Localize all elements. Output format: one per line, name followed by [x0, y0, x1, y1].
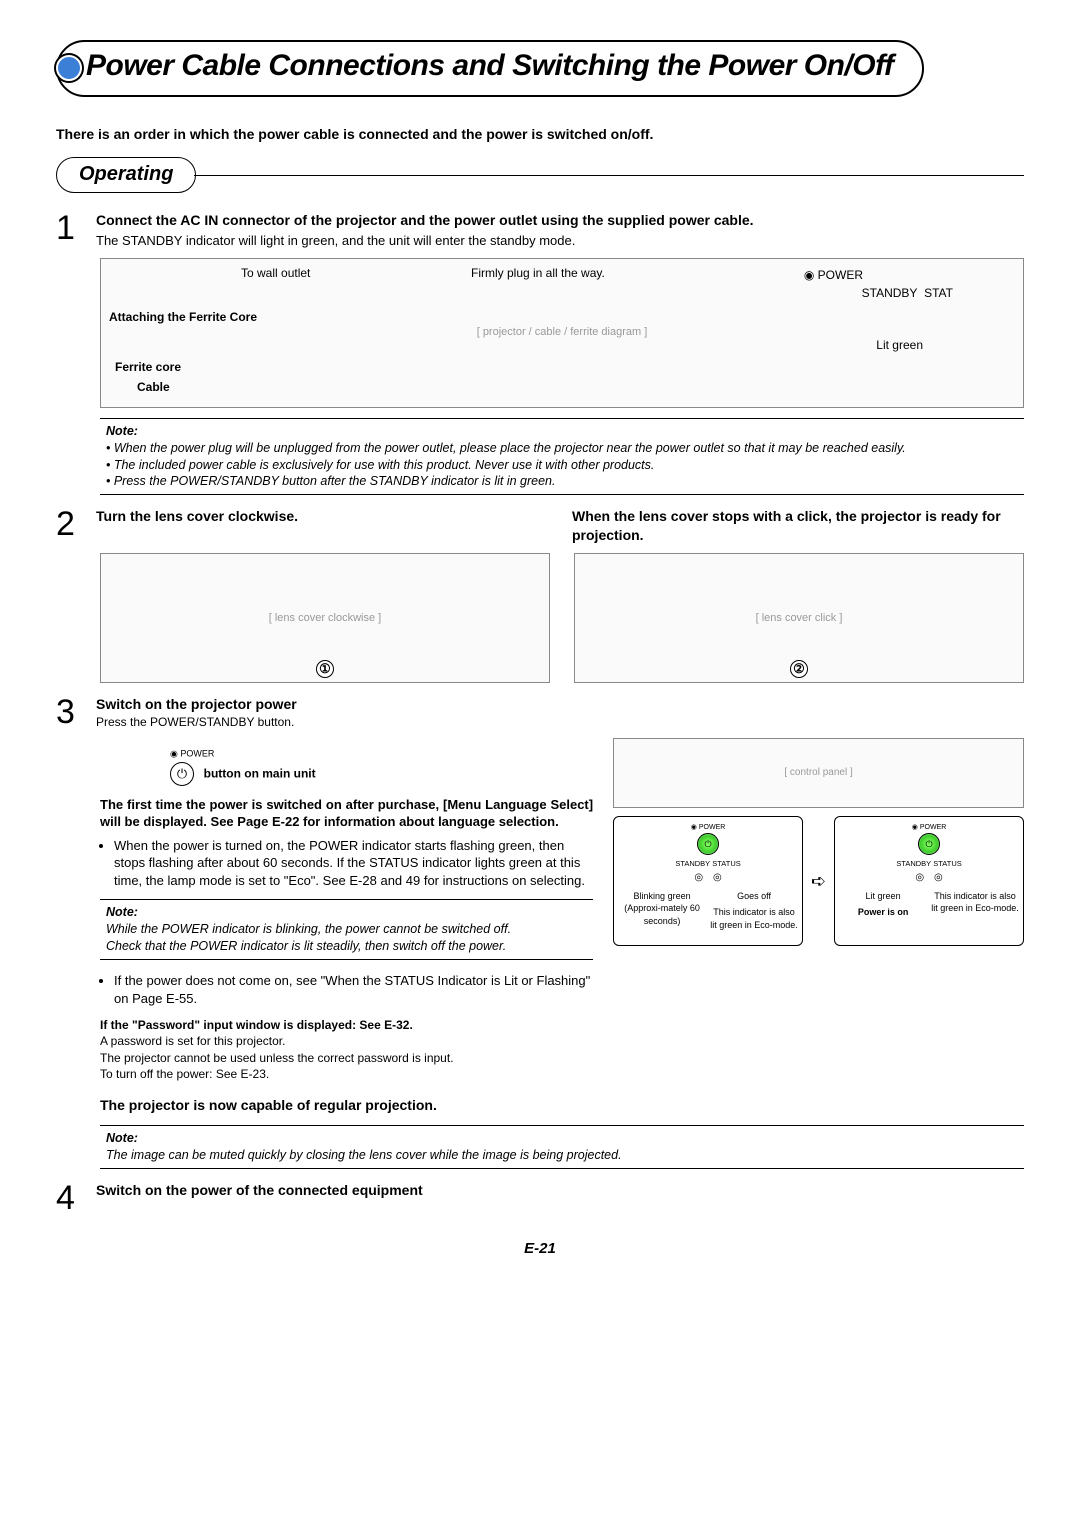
- title-box: Power Cable Connections and Switching th…: [56, 40, 924, 97]
- password-line1: A password is set for this projector.: [100, 1033, 593, 1049]
- step-2-diagram-2: [ lens cover click ] ②: [574, 553, 1024, 683]
- label-firmly: Firmly plug in all the way.: [471, 265, 605, 281]
- ind1-col2: Goes off: [710, 890, 798, 902]
- button-on-main-unit: button on main unit: [204, 766, 316, 780]
- step-1-number: 1: [56, 211, 80, 245]
- step-1-title: Connect the AC IN connector of the proje…: [96, 211, 1024, 230]
- step-3-bullet2: If the power does not come on, see "When…: [114, 972, 593, 1007]
- label-ferrite-core: Ferrite core: [115, 359, 181, 375]
- step-3-para1: The first time the power is switched on …: [100, 796, 593, 831]
- arrow-icon: ➪: [809, 869, 828, 893]
- step-4-title: Switch on the power of the connected equ…: [96, 1181, 1024, 1200]
- projector-ready: The projector is now capable of regular …: [100, 1096, 593, 1115]
- note-mute-text: The image can be muted quickly by closin…: [106, 1147, 1018, 1164]
- step-4: 4 Switch on the power of the connected e…: [56, 1181, 1024, 1215]
- section-heading: Operating: [56, 157, 1024, 193]
- note-1: Note: • When the power plug will be unpl…: [100, 418, 1024, 496]
- step-1: 1 Connect the AC IN connector of the pro…: [56, 211, 1024, 249]
- label-wall-outlet: To wall outlet: [241, 265, 310, 281]
- note-1-b1: • When the power plug will be unplugged …: [106, 440, 1018, 457]
- label-lit-green: Lit green: [876, 337, 923, 353]
- label-power: ◉ POWER: [804, 267, 863, 283]
- green-led-icon-2: ⏻: [918, 833, 940, 855]
- step-2-number: 2: [56, 507, 80, 541]
- circle-1-icon: ①: [316, 660, 334, 678]
- note-1-b2: • The included power cable is exclusivel…: [106, 457, 1018, 474]
- step-2-right-title: When the lens cover stops with a click, …: [572, 507, 1024, 545]
- control-panel-diagram: [ control panel ]: [613, 738, 1024, 808]
- step-3-bullet1: When the power is turned on, the POWER i…: [114, 837, 593, 890]
- step-3-press: Press the POWER/STANDBY button.: [96, 714, 1024, 730]
- intro-text: There is an order in which the power cab…: [56, 125, 1024, 144]
- note-blink-title: Note:: [106, 904, 587, 921]
- password-line3: To turn off the power: See E-23.: [100, 1066, 593, 1082]
- note-1-b3: • Press the POWER/STANDBY button after t…: [106, 473, 1018, 490]
- green-led-icon: ⏻: [697, 833, 719, 855]
- ind2-col2: This indicator is also lit green in Eco-…: [931, 890, 1019, 918]
- power-button-icon: ⏻: [170, 762, 194, 786]
- ind2-col1: Lit green: [839, 890, 927, 902]
- indicator-row: ◉ POWER ⏻ STANDBY STATUS ◎◎ Blinking gre…: [613, 816, 1024, 946]
- page-title-container: Power Cable Connections and Switching th…: [56, 40, 1024, 97]
- label-cable: Cable: [137, 379, 170, 395]
- ind1-col1: Blinking green (Approxi-mately 60 second…: [618, 890, 706, 930]
- step-2-diagrams: [ lens cover clockwise ] ① [ lens cover …: [100, 553, 1024, 683]
- step-2-diagram-1: [ lens cover clockwise ] ①: [100, 553, 550, 683]
- step-2: 2 Turn the lens cover clockwise. When th…: [56, 507, 1024, 545]
- label-attach-ferrite: Attaching the Ferrite Core: [109, 309, 257, 325]
- step-4-number: 4: [56, 1181, 80, 1215]
- power-button-row: ◉ POWER ⏻ button on main unit: [170, 744, 593, 786]
- label-standby-stat: STANDBY STAT: [862, 285, 953, 301]
- step-1-subtitle: The STANDBY indicator will light in gree…: [96, 232, 1024, 250]
- circle-2-icon: ②: [790, 660, 808, 678]
- note-mute: Note: The image can be muted quickly by …: [100, 1125, 1024, 1169]
- power-tiny-label: ◉ POWER: [170, 749, 214, 759]
- step-1-diagram: [ projector / cable / ferrite diagram ] …: [100, 258, 1024, 408]
- note-blink-text: While the POWER indicator is blinking, t…: [106, 921, 587, 955]
- step-3-number: 3: [56, 695, 80, 729]
- password-line2: The projector cannot be used unless the …: [100, 1050, 593, 1066]
- password-title: If the "Password" input window is displa…: [100, 1017, 593, 1033]
- note-mute-title: Note:: [106, 1130, 1018, 1147]
- note-1-title: Note:: [106, 423, 1018, 440]
- section-rule: [194, 175, 1024, 176]
- page-number: E-21: [56, 1239, 1024, 1259]
- ind1-col3: This indicator is also lit green in Eco-…: [710, 906, 798, 930]
- page-title: Power Cable Connections and Switching th…: [86, 49, 894, 82]
- section-label: Operating: [56, 157, 196, 193]
- step-3: 3 Switch on the projector power Press th…: [56, 695, 1024, 730]
- indicator-state-1: ◉ POWER ⏻ STANDBY STATUS ◎◎ Blinking gre…: [613, 816, 803, 946]
- note-power-blinking: Note: While the POWER indicator is blink…: [100, 899, 593, 960]
- step-3-title: Switch on the projector power: [96, 695, 1024, 714]
- step-2-left-title: Turn the lens cover clockwise.: [96, 507, 548, 526]
- indicator-state-2: ◉ POWER ⏻ STANDBY STATUS ◎◎ Lit green Po…: [834, 816, 1024, 946]
- ind2-col1b: Power is on: [839, 906, 927, 918]
- step-3-layout: ◉ POWER ⏻ button on main unit The first …: [100, 738, 1024, 1115]
- diagram-placeholder: [ projector / cable / ferrite diagram ]: [477, 325, 648, 340]
- title-bullet-icon: [56, 55, 82, 81]
